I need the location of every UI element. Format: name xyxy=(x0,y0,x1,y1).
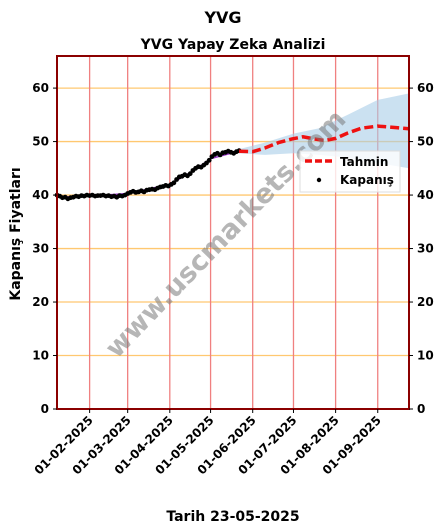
kapanis-point xyxy=(206,157,212,163)
vertical-grid xyxy=(88,56,379,409)
kapanis-point xyxy=(171,180,177,186)
y-axis-left: 0 10 20 30 40 50 60 xyxy=(32,81,57,416)
tahmin-series xyxy=(239,124,410,154)
y-tick-label: 10 xyxy=(32,349,49,363)
y-tick-label: 0 xyxy=(41,402,49,416)
confidence-band xyxy=(239,93,409,169)
y-tick-label: 0 xyxy=(417,402,425,416)
chart-title: YVG xyxy=(203,8,241,27)
kapanis-point xyxy=(187,171,193,177)
y-tick-label: 60 xyxy=(417,81,434,95)
x-axis-label: Tarih 23-05-2025 xyxy=(166,509,299,525)
y-tick-label: 20 xyxy=(32,295,49,309)
y-tick-label: 50 xyxy=(417,135,434,149)
y-axis-right: 0 10 20 30 40 50 60 xyxy=(409,81,434,416)
y-axis-label: Kapanış Fiyatları xyxy=(8,167,24,300)
chart-subtitle: YVG Yapay Zeka Analizi xyxy=(140,37,326,53)
y-tick-label: 60 xyxy=(32,81,49,95)
legend-tahmin-label: Tahmin xyxy=(340,155,388,169)
y-tick-label: 30 xyxy=(32,242,49,256)
y-tick-label: 40 xyxy=(417,188,434,202)
legend: Tahmin Kapanış xyxy=(299,150,401,193)
y-tick-label: 10 xyxy=(417,349,434,363)
y-tick-label: 20 xyxy=(417,295,434,309)
plot-frame xyxy=(56,55,410,410)
legend-kapanis-swatch xyxy=(316,177,322,183)
y-tick-label: 50 xyxy=(32,135,49,149)
legend-kapanis-label: Kapanış xyxy=(340,173,394,187)
x-axis: 01-02-202501-03-202501-04-202501-05-2025… xyxy=(32,409,384,477)
y-tick-label: 40 xyxy=(32,188,49,202)
y-tick-label: 30 xyxy=(417,242,434,256)
kapanis-series xyxy=(54,148,242,202)
tahmin-line xyxy=(239,124,410,154)
confidence-area xyxy=(239,93,409,169)
frame-border xyxy=(56,55,410,410)
legend-box xyxy=(299,150,401,193)
